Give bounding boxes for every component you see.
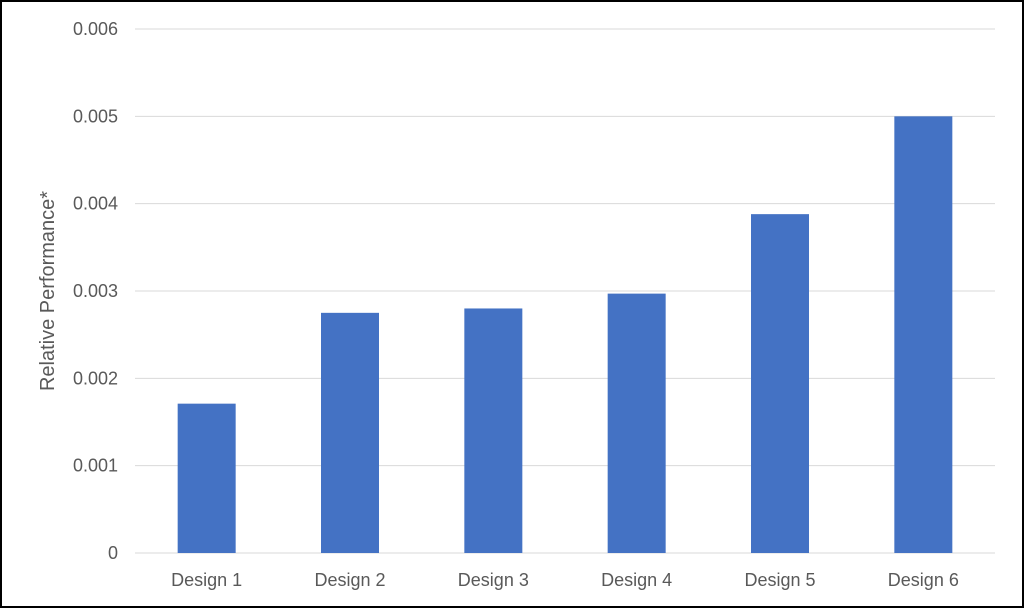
bar	[751, 214, 809, 553]
bar	[177, 403, 236, 553]
x-tick-label: Design 3	[458, 570, 529, 590]
x-tick-label: Design 5	[744, 570, 815, 590]
bars	[177, 116, 953, 553]
x-tick-label: Design 4	[601, 570, 672, 590]
y-axis-title: Relative Performance*	[37, 191, 59, 391]
y-tick-label: 0.004	[73, 194, 118, 214]
bar	[464, 308, 523, 553]
x-tick-label: Design 1	[171, 570, 242, 590]
gridlines	[135, 28, 995, 554]
y-tick-label: 0.001	[73, 456, 118, 476]
x-tick-label: Design 2	[314, 570, 385, 590]
y-tick-label: 0.003	[73, 281, 118, 301]
bar	[894, 116, 953, 553]
y-tick-label: 0	[108, 543, 118, 563]
y-tick-label: 0.005	[73, 106, 118, 126]
bar	[321, 312, 379, 553]
y-axis-ticks: 0 0.001 0.002 0.003 0.004 0.005 0.006	[73, 19, 118, 563]
x-tick-label: Design 6	[888, 570, 959, 590]
x-axis-ticks: Design 1 Design 2 Design 3 Design 4 Design 5…	[171, 570, 959, 590]
y-tick-label: 0.002	[73, 368, 118, 388]
bar	[607, 293, 666, 553]
y-tick-label: 0.006	[73, 19, 118, 39]
